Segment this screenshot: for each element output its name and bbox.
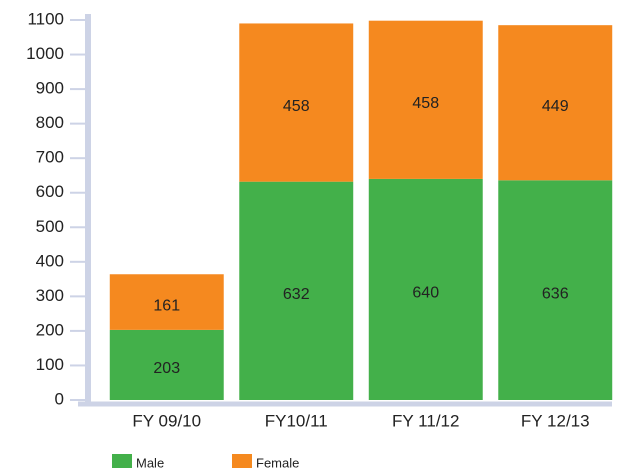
data-label: 449 — [542, 98, 569, 115]
y-tick-label: 400 — [36, 251, 64, 270]
x-tick-label: FY 11/12 — [392, 411, 459, 430]
data-label: 636 — [542, 285, 569, 302]
y-tick-label: 500 — [36, 217, 64, 236]
y-tick-label: 200 — [36, 320, 64, 339]
bar-segment — [498, 25, 613, 181]
y-tick-label: 0 — [55, 389, 64, 408]
x-tick-label: FY 12/13 — [521, 411, 590, 430]
x-tick-label: FY10/11 — [265, 411, 328, 430]
bar-segment — [239, 23, 354, 182]
y-tick-label: 300 — [36, 286, 64, 305]
y-tick-label: 1100 — [27, 9, 64, 28]
bar-segment — [498, 180, 613, 400]
legend-swatch — [112, 454, 132, 468]
data-label: 203 — [153, 360, 180, 377]
data-label: 632 — [283, 286, 310, 303]
y-tick-label: 900 — [36, 79, 64, 98]
data-label: 161 — [153, 297, 180, 314]
y-tick-label: 600 — [36, 182, 64, 201]
bar-segment — [239, 181, 354, 400]
bar-segment — [109, 329, 224, 400]
bar-segment — [109, 274, 224, 330]
y-tick-label: 100 — [36, 355, 64, 374]
data-label: 640 — [412, 285, 439, 302]
y-tick-label: 1000 — [26, 44, 64, 63]
data-label: 458 — [412, 95, 439, 112]
legend-swatch — [232, 454, 252, 468]
legend-label: Female — [256, 455, 299, 470]
y-tick-label: 700 — [36, 148, 64, 167]
x-tick-label: FY 09/10 — [132, 411, 201, 430]
data-label: 458 — [283, 98, 310, 115]
y-tick-label: 800 — [36, 113, 64, 132]
bar-segment — [368, 178, 483, 400]
bar-segment — [368, 20, 483, 179]
legend-label: Male — [136, 455, 164, 470]
